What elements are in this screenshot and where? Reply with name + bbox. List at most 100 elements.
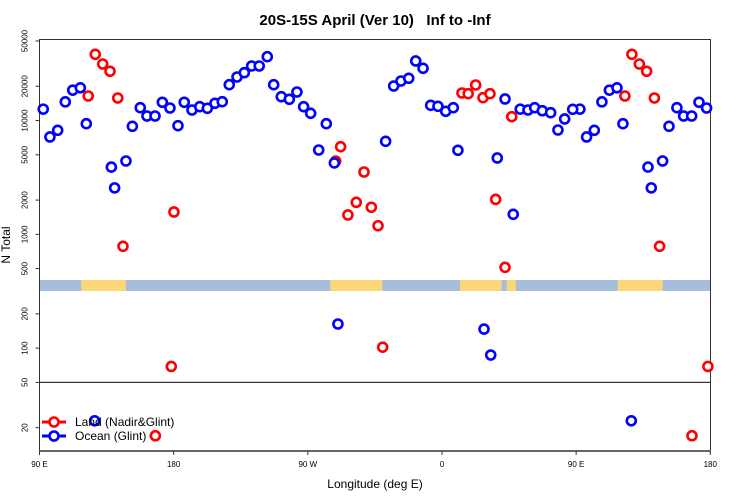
land-point bbox=[489, 193, 502, 206]
land-point bbox=[334, 140, 347, 153]
legend-label-land: Land (Nadir&Glint) bbox=[75, 415, 174, 429]
land-point bbox=[111, 92, 124, 104]
ocean-point bbox=[149, 110, 161, 122]
land-point bbox=[633, 58, 646, 70]
legend-item-ocean: Ocean (Glint) bbox=[42, 429, 146, 443]
y-axis: 50000 20000 10000 5000 2000 1000 500 200 100 50 20 bbox=[21, 29, 40, 432]
ocean-point bbox=[432, 100, 444, 113]
ocean-point bbox=[417, 62, 429, 75]
ocean-point bbox=[685, 110, 698, 122]
x-tick-label: 180 bbox=[704, 460, 718, 469]
land-segment bbox=[617, 280, 663, 291]
ocean-point bbox=[120, 155, 132, 167]
ocean-point bbox=[37, 103, 50, 115]
land-point bbox=[640, 65, 653, 78]
y-tick-label: 100 bbox=[21, 341, 30, 355]
land-ocean-map-strip bbox=[39, 280, 711, 291]
ocean-point bbox=[88, 414, 101, 427]
ocean-point bbox=[126, 120, 139, 133]
ocean-point bbox=[402, 72, 415, 85]
x-tick-label: 90 W bbox=[298, 460, 317, 469]
y-tick-label: 500 bbox=[21, 261, 30, 275]
x-tick-label: 90 E bbox=[568, 460, 584, 469]
ocean-point bbox=[566, 103, 579, 116]
ocean-point bbox=[447, 101, 460, 114]
land-point bbox=[462, 87, 475, 100]
ocean-point bbox=[80, 117, 93, 130]
ocean-point bbox=[499, 93, 511, 105]
data-points bbox=[37, 48, 714, 442]
land-point bbox=[117, 240, 129, 253]
ocean-point bbox=[74, 81, 87, 94]
land-point bbox=[165, 360, 178, 373]
land-segment bbox=[506, 280, 516, 291]
ocean-point bbox=[291, 86, 303, 98]
land-point bbox=[653, 240, 666, 253]
ocean-point bbox=[172, 119, 184, 132]
land-point bbox=[96, 58, 109, 70]
ocean-point bbox=[588, 124, 601, 137]
y-axis-label: N Total bbox=[0, 226, 13, 263]
land-segment bbox=[330, 280, 383, 291]
land-point bbox=[168, 206, 180, 218]
y-tick-label: 20000 bbox=[21, 75, 30, 98]
ocean-point bbox=[642, 161, 654, 173]
x-axis-label: Longitude (deg E) bbox=[327, 477, 422, 491]
ocean-point bbox=[596, 96, 608, 108]
legend-marker-land bbox=[48, 416, 60, 428]
ocean-point bbox=[507, 208, 520, 221]
land-point bbox=[484, 87, 496, 100]
ocean-point bbox=[558, 113, 571, 125]
x-axis: 90 E 180 90 W 0 90 E 180 bbox=[31, 451, 718, 469]
x-tick-label: 180 bbox=[167, 460, 181, 469]
ocean-point bbox=[693, 96, 705, 109]
land-point bbox=[350, 196, 363, 209]
land-point bbox=[648, 92, 661, 104]
ocean-point bbox=[178, 96, 191, 109]
ocean-point bbox=[320, 117, 333, 130]
ocean-point bbox=[164, 102, 176, 114]
ocean-point bbox=[478, 323, 490, 335]
ocean-point bbox=[156, 96, 169, 109]
land-segment bbox=[459, 280, 502, 291]
ocean-point bbox=[238, 66, 251, 79]
x-tick-label: 90 E bbox=[31, 460, 47, 469]
ocean-point bbox=[134, 101, 147, 114]
ocean-point bbox=[312, 144, 325, 156]
land-point bbox=[89, 48, 102, 61]
ocean-point bbox=[645, 182, 658, 194]
land-point bbox=[376, 341, 389, 353]
y-tick-label: 20 bbox=[21, 423, 30, 432]
y-tick-label: 2000 bbox=[21, 191, 30, 209]
land-point bbox=[372, 219, 384, 232]
legend-marker-ocean bbox=[48, 430, 60, 442]
y-tick-label: 50 bbox=[21, 377, 30, 386]
land-point bbox=[702, 360, 714, 373]
land-point bbox=[619, 90, 631, 102]
ocean-point bbox=[283, 93, 296, 106]
land-point bbox=[505, 110, 518, 123]
ocean-point bbox=[261, 50, 274, 63]
ocean-point bbox=[625, 414, 638, 427]
ocean-point bbox=[663, 120, 675, 133]
ocean-point bbox=[44, 131, 56, 143]
x-tick-label: 0 bbox=[440, 460, 445, 469]
ocean-point bbox=[491, 152, 504, 164]
ocean-point bbox=[59, 96, 72, 108]
ocean-point bbox=[671, 101, 683, 114]
land-point bbox=[358, 166, 370, 178]
land-point bbox=[469, 79, 482, 91]
ocean-point bbox=[656, 155, 669, 167]
ocean-point bbox=[216, 95, 229, 108]
ocean-point bbox=[452, 144, 464, 157]
ocean-point bbox=[223, 78, 236, 91]
land-segment bbox=[81, 280, 126, 291]
ocean-point bbox=[201, 102, 214, 115]
legend: Land (Nadir&Glint) Ocean (Glint) bbox=[42, 415, 174, 443]
legend-label-ocean: Ocean (Glint) bbox=[75, 429, 146, 443]
y-tick-label: 5000 bbox=[21, 145, 30, 163]
ocean-point bbox=[552, 124, 564, 136]
land-point bbox=[104, 65, 116, 78]
ocean-point bbox=[332, 318, 344, 330]
